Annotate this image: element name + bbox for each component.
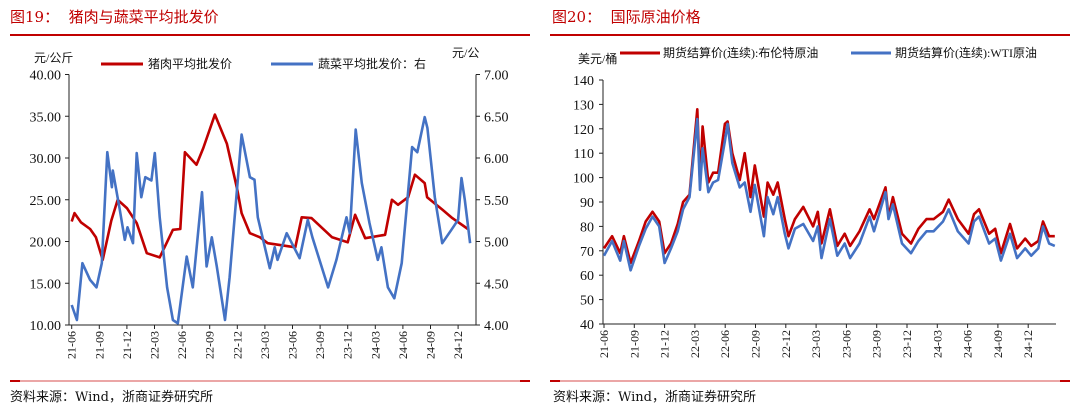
y-tick-label: 50 xyxy=(580,294,594,309)
x-tick-label: 24-09 xyxy=(991,330,1005,358)
x-tick-label: 24-12 xyxy=(451,331,465,359)
x-tick-label: 23-06 xyxy=(286,331,300,359)
crude-oil-chart: 140 130 120 110 100 90 80 70 60 50 40 美元/桶 21-06 21-0… xyxy=(573,45,1056,358)
rule-end xyxy=(10,380,20,382)
pork-vegetable-chart: 40.00 35.00 30.00 25.00 20.00 15.00 10.00 7.00 6… xyxy=(30,46,509,359)
x-tick-label: 24-03 xyxy=(930,330,944,358)
y-tick-label: 80 xyxy=(580,220,594,235)
y-tick-label: 70 xyxy=(580,245,594,260)
x-tick-label: 24-06 xyxy=(396,331,410,359)
vegetable-price-line xyxy=(70,115,472,325)
x-tick-label: 24-09 xyxy=(424,331,438,359)
x-tick-label: 21-09 xyxy=(627,330,641,358)
y-tick-label-right: 5.50 xyxy=(484,194,509,209)
y-tick-label-left: 15.00 xyxy=(30,277,62,292)
x-tick-label: 24-12 xyxy=(1021,330,1035,358)
legend-label-vegetable: 蔬菜平均批发价：右 xyxy=(318,56,426,71)
y-tick-label-right: 6.50 xyxy=(484,110,509,125)
brent-price-line xyxy=(602,108,1055,265)
y-tick-label-left: 10.00 xyxy=(30,319,62,334)
rule-end xyxy=(550,380,560,382)
y-tick-label-left: 40.00 xyxy=(30,69,62,84)
x-tick-label: 21-12 xyxy=(658,330,672,358)
x-tick-label: 22-03 xyxy=(688,330,702,358)
rule-end xyxy=(520,380,530,382)
y-tick-label-right: 4.00 xyxy=(484,319,509,334)
y-tick-label: 40 xyxy=(580,318,594,333)
y-tick-label: 90 xyxy=(580,196,594,211)
y-tick-label-left: 20.00 xyxy=(30,236,62,251)
y-axis-unit-right: 元/公 xyxy=(452,46,479,60)
x-tick-label: 21-06 xyxy=(597,330,611,358)
figure-20-title: 图20： 国际原油价格 xyxy=(552,8,701,26)
y-tick-label-left: 25.00 xyxy=(30,194,62,209)
x-tick-label: 22-06 xyxy=(175,331,189,359)
legend-label-wti: 期货结算价(连续):WTI原油 xyxy=(895,45,1037,60)
x-tick-label: 22-12 xyxy=(230,331,244,359)
x-tick-label: 23-09 xyxy=(870,330,884,358)
x-tick-label: 23-09 xyxy=(313,331,327,359)
source-rule-right xyxy=(550,380,1070,382)
y-tick-label-right: 7.00 xyxy=(484,69,509,84)
x-tick-label: 23-12 xyxy=(900,330,914,358)
legend-label-brent: 期货结算价(连续):布伦特原油 xyxy=(663,45,818,60)
x-tick-label: 22-09 xyxy=(749,330,763,358)
x-tick-label: 21-12 xyxy=(120,331,134,359)
x-tick-label: 21-06 xyxy=(65,331,79,359)
y-tick-label-right: 5.00 xyxy=(484,236,509,251)
title-rule-right xyxy=(550,34,1070,36)
x-tick-label: 23-06 xyxy=(839,330,853,358)
y-axis-unit: 美元/桶 xyxy=(578,51,617,66)
figure-20-source: 资料来源：Wind，浙商证券研究所 xyxy=(553,390,756,405)
figure-19-title: 图19： 猪肉与蔬菜平均批发价 xyxy=(10,8,219,26)
x-tick-label: 24-03 xyxy=(368,331,382,359)
y-tick-label: 60 xyxy=(580,269,594,284)
x-tick-label: 21-09 xyxy=(92,331,106,359)
x-tick-label: 22-09 xyxy=(203,331,217,359)
x-tick-label: 22-12 xyxy=(779,330,793,358)
y-tick-label: 140 xyxy=(573,74,594,89)
y-tick-label-left: 30.00 xyxy=(30,152,62,167)
y-tick-label-right: 6.00 xyxy=(484,152,509,167)
source-rule-left xyxy=(10,380,530,382)
pork-price-line xyxy=(70,113,469,262)
title-rule-left xyxy=(10,34,530,36)
x-tick-label: 23-12 xyxy=(341,331,355,359)
y-axis-unit-left: 元/公斤 xyxy=(34,51,73,65)
y-tick-label-left: 35.00 xyxy=(30,110,62,125)
y-tick-label: 130 xyxy=(573,98,594,113)
x-tick-label: 23-03 xyxy=(809,330,823,358)
x-tick-label: 22-06 xyxy=(718,330,732,358)
figure-19-source: 资料来源：Wind，浙商证券研究所 xyxy=(10,390,213,405)
y-tick-label: 100 xyxy=(573,172,594,187)
y-tick-label-right: 4.50 xyxy=(484,277,509,292)
y-tick-label: 110 xyxy=(574,147,594,162)
x-tick-label: 22-03 xyxy=(148,331,162,359)
y-tick-label: 120 xyxy=(573,123,594,138)
rule-end xyxy=(1060,380,1070,382)
x-tick-label: 24-06 xyxy=(961,330,975,358)
legend-label-pork: 猪肉平均批发价 xyxy=(148,56,232,71)
x-tick-label: 23-03 xyxy=(258,331,272,359)
wti-price-line xyxy=(602,117,1056,272)
